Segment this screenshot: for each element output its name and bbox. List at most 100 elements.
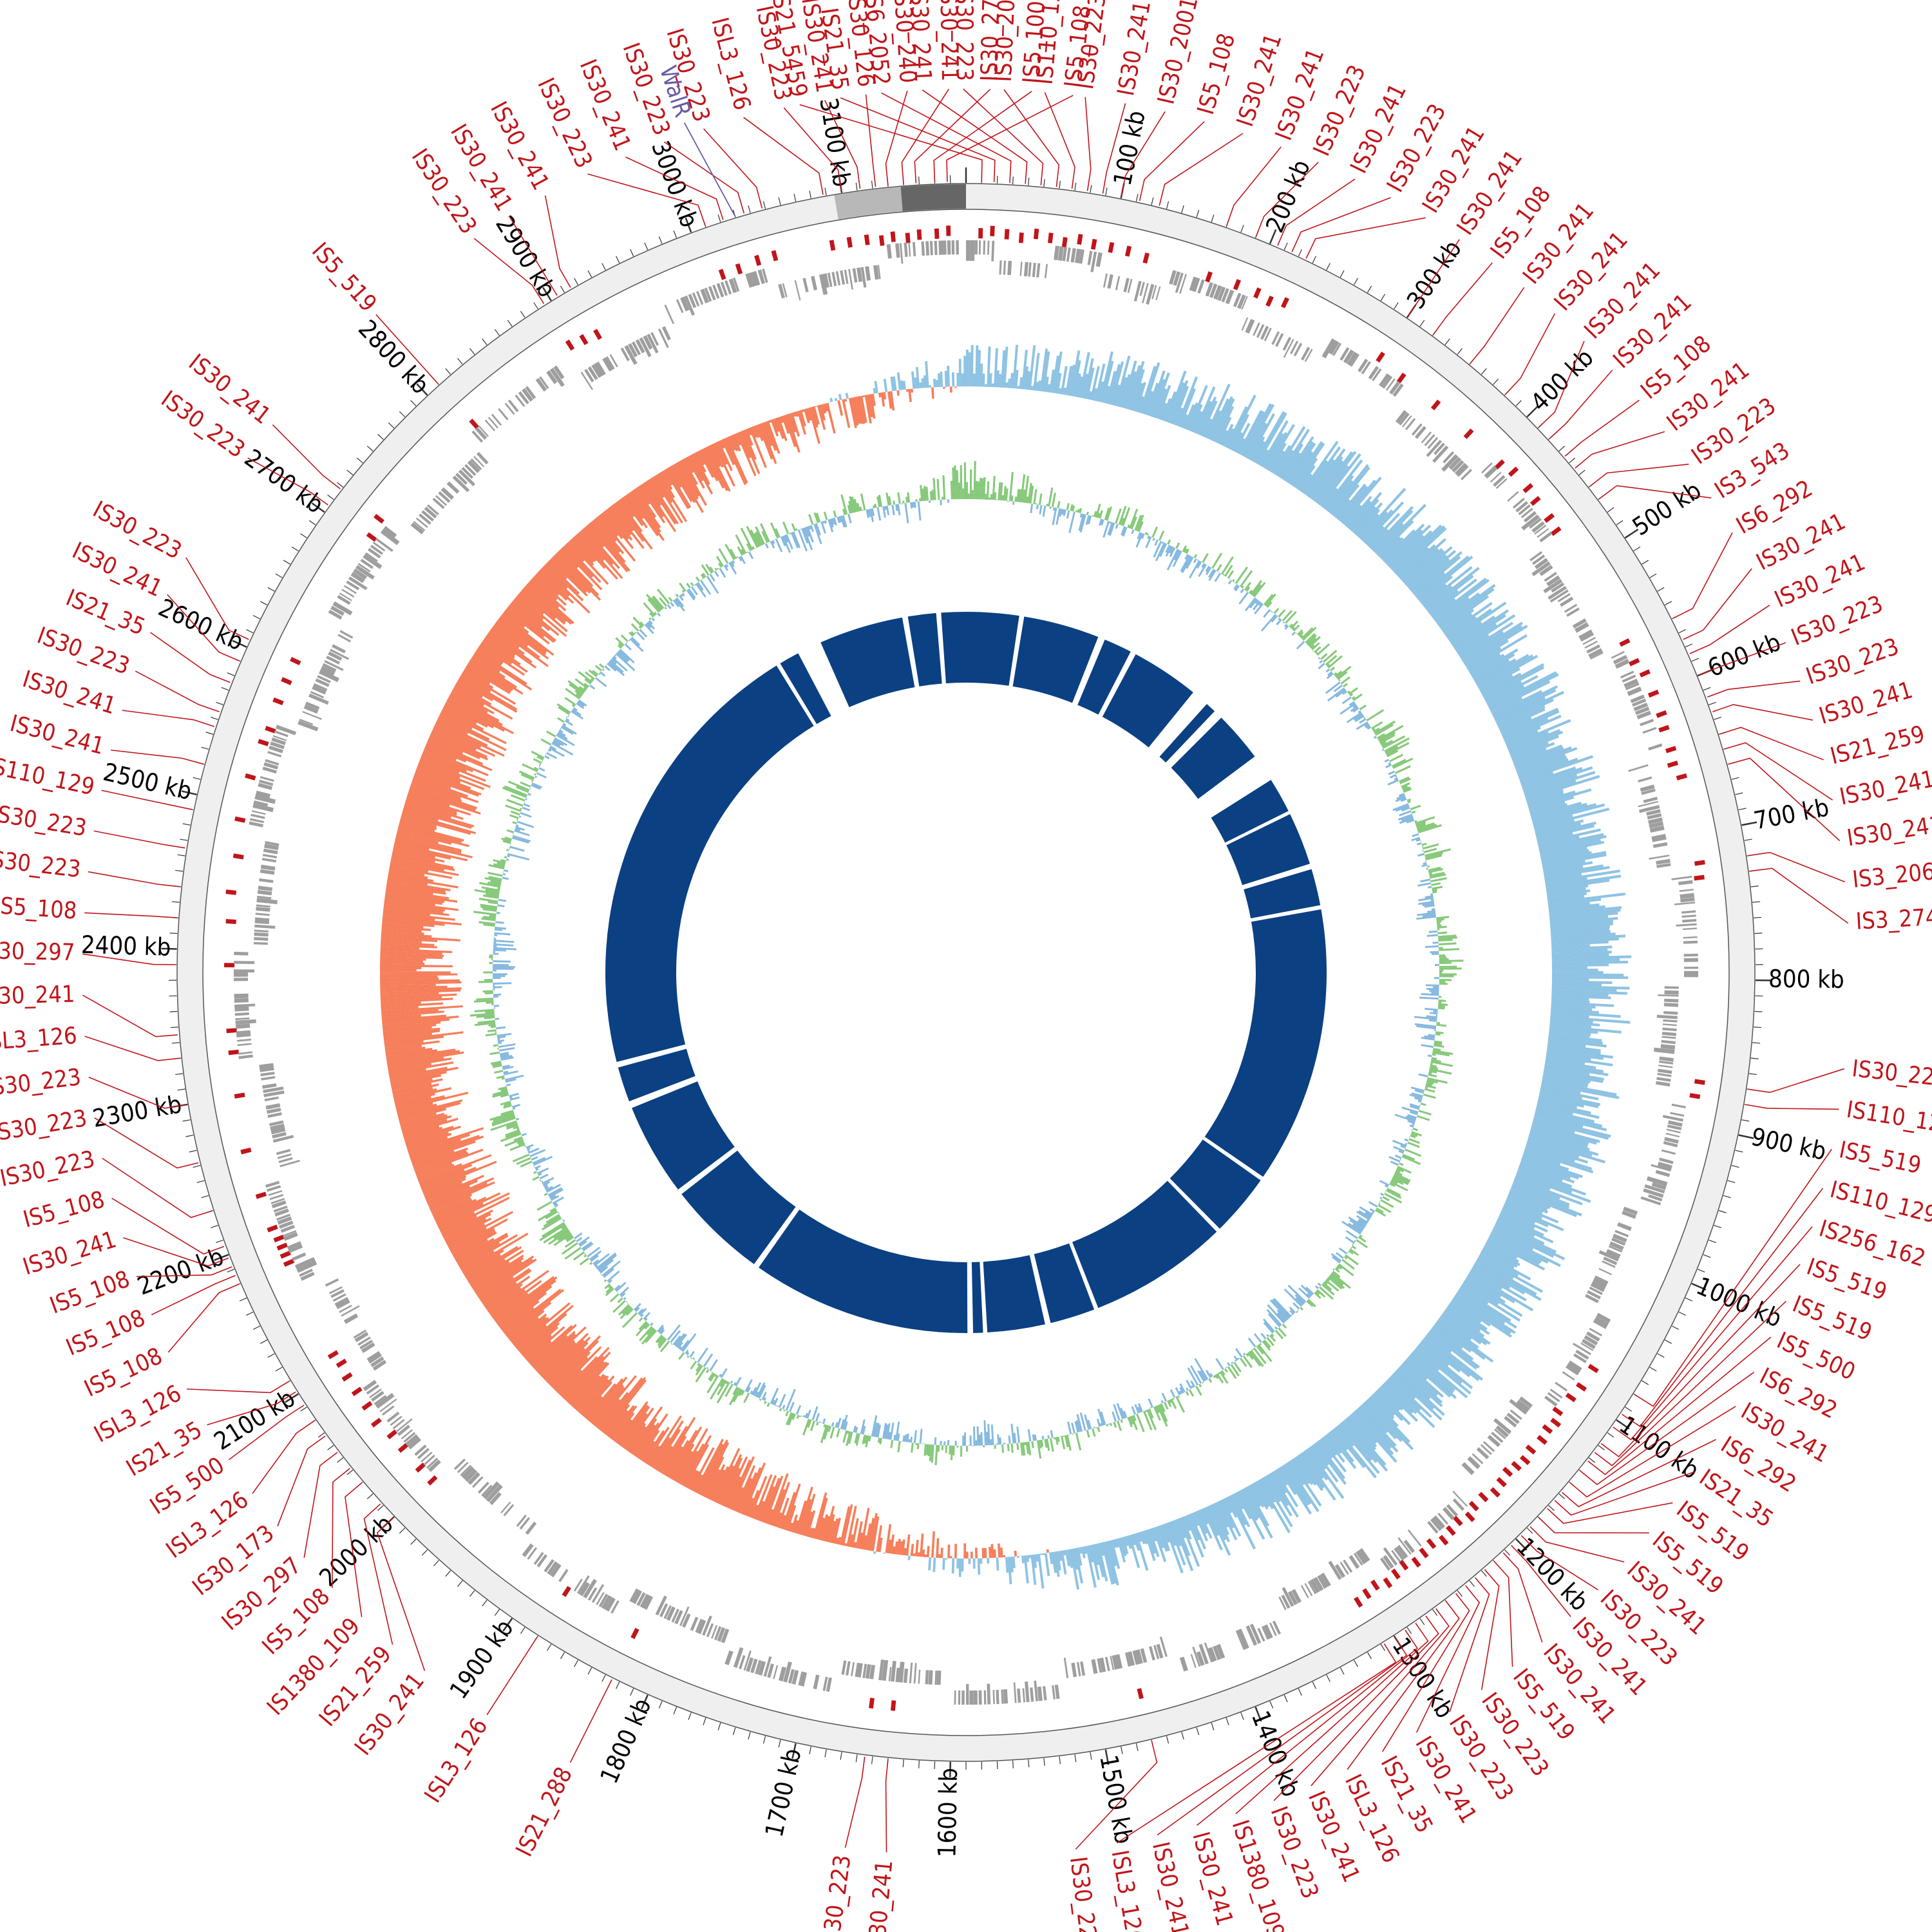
minor-tick: [1444, 338, 1450, 345]
gc-content-bar: [1438, 942, 1457, 945]
gc-skew-bar: [1507, 731, 1549, 750]
gene-feature: [1110, 1656, 1115, 1671]
gc-skew-bar: [524, 585, 567, 623]
gc-content-bar: [1436, 920, 1442, 923]
is-leader-line: [363, 1503, 393, 1645]
gc-skew-bar: [1410, 1352, 1456, 1392]
gc-skew-bar: [966, 349, 969, 387]
gene-feature: [341, 1305, 360, 1317]
gc-content-bar: [1260, 614, 1277, 632]
gc-skew-bar: [1551, 933, 1616, 939]
gc-skew-bar: [1530, 1129, 1588, 1148]
minor-tick: [177, 854, 185, 857]
gc-content-bar: [1010, 1423, 1015, 1444]
gc-skew-bar: [845, 392, 849, 399]
gc-skew-bar: [1054, 351, 1063, 393]
gc-content-bar: [599, 663, 605, 668]
minor-tick: [1685, 643, 1693, 648]
gene-feature: [1457, 466, 1469, 477]
gc-content-bar: [511, 837, 529, 844]
is-leader-line: [1311, 1608, 1450, 1786]
gc-content-bar: [1433, 1048, 1441, 1052]
gc-skew-bar: [871, 393, 876, 406]
gc-skew-bar: [1274, 426, 1306, 475]
gc-content-bar: [992, 475, 996, 500]
gc-content-bar: [735, 1377, 742, 1387]
gc-skew-bar: [522, 587, 566, 625]
minor-tick: [1578, 469, 1586, 475]
gc-content-bar: [1150, 1406, 1152, 1409]
gc-content-bar: [977, 481, 980, 500]
gc-content-bar: [897, 492, 901, 504]
gc-skew-bar: [393, 844, 451, 860]
gc-skew-bar: [616, 1401, 649, 1444]
gc-skew-bar: [380, 981, 462, 985]
minor-tick: [1709, 701, 1716, 706]
gc-content-bar: [1421, 1036, 1435, 1041]
minor-tick: [1012, 1760, 1014, 1768]
gc-skew-bar: [1510, 741, 1549, 759]
is-mark: [1004, 229, 1010, 240]
gc-skew-bar: [945, 1558, 948, 1560]
gc-content-bar: [1327, 655, 1343, 668]
gc-skew-bar: [1352, 1412, 1397, 1463]
gc-skew-bar: [381, 936, 438, 942]
gc-skew-bar: [384, 895, 443, 905]
gc-skew-bar: [706, 446, 731, 492]
gc-skew-bar: [1341, 1421, 1378, 1463]
gc-content-bar: [1107, 522, 1113, 536]
gc-content-bar: [1375, 723, 1394, 736]
gc-skew-bar: [779, 416, 784, 424]
gc-skew-bar: [1551, 989, 1627, 995]
gene-feature: [762, 269, 768, 283]
gc-skew-bar: [571, 1375, 601, 1408]
gc-skew-bar: [384, 893, 445, 904]
gc-content-bar: [1350, 705, 1358, 712]
gc-skew-bar: [1430, 578, 1477, 616]
gene-feature: [264, 844, 279, 851]
gc-skew-bar: [392, 1083, 439, 1095]
minor-tick: [469, 1590, 475, 1597]
gene-feature: [1663, 1010, 1678, 1015]
gene-feature: [255, 790, 270, 799]
gc-content-bar: [482, 990, 493, 993]
gc-content-bar: [789, 533, 791, 535]
gc-skew-bar: [426, 741, 493, 772]
gc-content-bar: [1388, 1156, 1401, 1163]
gc-content-bar: [1416, 838, 1421, 842]
is-mark: [1508, 466, 1519, 477]
gc-content-bar: [1411, 810, 1416, 814]
gc-skew-bar: [1502, 1205, 1549, 1227]
gc-skew-bar: [692, 453, 711, 485]
gc-skew-bar: [457, 1235, 509, 1265]
is-leader-line: [1493, 1560, 1513, 1667]
gc-skew-bar: [1551, 963, 1609, 967]
is-leader-line: [84, 1036, 180, 1061]
gc-skew-bar: [1522, 1155, 1583, 1179]
gene-feature: [1269, 1622, 1277, 1636]
gene-feature: [1115, 1654, 1122, 1669]
gene-feature: [315, 678, 330, 687]
is-leader-line: [1569, 1406, 1736, 1498]
gc-content-bar: [1424, 848, 1451, 857]
gc-skew-bar: [1056, 373, 1062, 394]
gc-content-bar: [756, 1382, 766, 1398]
gc-skew-bar: [1180, 1517, 1192, 1540]
gc-content-bar: [615, 652, 636, 672]
gene-feature: [1683, 940, 1698, 944]
gc-skew-bar: [505, 1289, 565, 1336]
gene-feature: [1312, 1577, 1324, 1591]
gc-content-bar: [1422, 846, 1424, 848]
gene-feature: [1013, 1682, 1017, 1703]
gc-content-bar: [488, 876, 502, 881]
gc-content-bar: [1437, 934, 1457, 938]
gene-feature: [298, 720, 319, 732]
gc-content-bar: [512, 821, 517, 825]
gene-feature: [1241, 317, 1249, 331]
gene-feature: [1432, 1515, 1445, 1530]
gc-skew-bar: [463, 669, 494, 689]
gene-feature: [1291, 1589, 1302, 1604]
gc-content-bar: [1201, 563, 1206, 568]
minor-tick: [1074, 182, 1077, 191]
is-leader-line: [1549, 370, 1613, 439]
